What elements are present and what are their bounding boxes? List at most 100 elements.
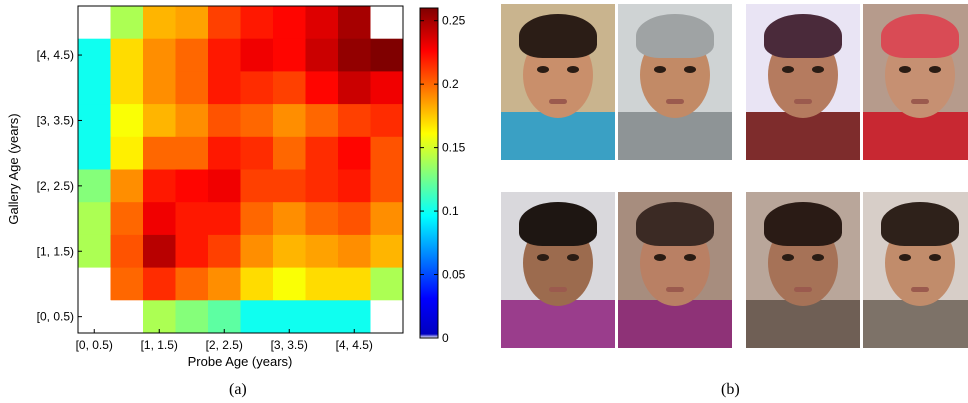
heatmap-cell (240, 71, 274, 105)
mouth (549, 99, 567, 104)
heatmap-cell (370, 6, 404, 40)
heatmap-cell (370, 300, 404, 334)
child-photo-8 (863, 192, 968, 348)
left-eye (782, 254, 794, 261)
heatmap-cell (305, 300, 339, 334)
heatmap-cell (338, 136, 371, 170)
colorbar-tick-label: 0 (442, 331, 449, 345)
heatmap-cell (305, 104, 339, 138)
right-eye (684, 66, 696, 73)
heatmap-cells (78, 6, 404, 334)
heatmap-cell (143, 104, 176, 138)
heatmap-cell (305, 169, 339, 203)
heatmap-cell (78, 71, 111, 105)
heatmap-cell (78, 169, 111, 203)
heatmap-cell (208, 38, 241, 72)
heatmap-cell (273, 202, 306, 236)
heatmap-cell (208, 136, 241, 170)
mouth (794, 287, 812, 292)
caption-b: (b) (721, 381, 740, 398)
heatmap-cell (338, 234, 371, 269)
right-eye (812, 66, 824, 73)
shirt (746, 112, 860, 160)
heatmap-cell (338, 267, 371, 301)
heatmap-cell (273, 169, 306, 203)
hair (636, 14, 714, 58)
heatmap-cell (273, 234, 306, 269)
x-tick-label: [4, 4.5) (336, 338, 373, 352)
heatmap-cell (338, 300, 371, 334)
mouth (666, 99, 684, 104)
heatmap-cell (175, 267, 209, 301)
caption-a: (a) (229, 381, 247, 398)
heatmap-cell (240, 104, 274, 138)
heatmap-cell (78, 6, 111, 40)
heatmap-cell (143, 38, 176, 72)
x-tick-label: [3, 3.5) (271, 338, 308, 352)
y-tick-label: [1, 1.5) (37, 244, 74, 258)
y-axis-ticks: [0, 0.5) [1, 1.5) [2, 2.5) [3, 3.5) [4, 4.5) (37, 48, 82, 324)
colorbar-tick-label: 0.05 (442, 268, 466, 282)
y-tick-label: [3, 3.5) (37, 113, 74, 127)
heatmap-cell (370, 169, 404, 203)
right-eye (812, 254, 824, 261)
child-photo-4 (863, 4, 968, 160)
heatmap-cell (208, 71, 241, 105)
mouth (911, 99, 929, 104)
heatmap-cell (208, 104, 241, 138)
left-eye (899, 254, 911, 261)
heatmap-cell (240, 6, 274, 40)
heatmap-cell (110, 38, 144, 72)
hair (519, 14, 597, 58)
heatmap-cell (110, 104, 144, 138)
x-tick-label: [0, 0.5) (76, 338, 113, 352)
shirt (618, 300, 732, 348)
photo-group-top-right (746, 4, 968, 160)
heatmap-cell (110, 202, 144, 236)
hair (764, 202, 842, 246)
heatmap-cell (338, 6, 371, 40)
heatmap-cell (110, 267, 144, 301)
colorbar-ticks: 0 0.05 0.1 0.15 0.2 0.25 (420, 14, 466, 345)
left-eye (782, 66, 794, 73)
right-eye (929, 254, 941, 261)
heatmap-cell (208, 6, 241, 40)
heatmap-cell (175, 38, 209, 72)
heatmap-cell (175, 6, 209, 40)
heatmap-cell (110, 169, 144, 203)
mouth (794, 99, 812, 104)
shirt (618, 112, 732, 160)
left-eye (537, 66, 549, 73)
x-axis-ticks: [0, 0.5) [1, 1.5) [2, 2.5) [3, 3.5) [4, 4.5) (76, 329, 373, 352)
heatmap-cell (78, 234, 111, 269)
x-tick-label: [2, 2.5) (206, 338, 243, 352)
photo-group-top-left (501, 4, 732, 160)
heatmap-cell (175, 71, 209, 105)
child-photo-5 (501, 192, 615, 348)
child-photo-2 (618, 4, 732, 160)
heatmap-cell (175, 169, 209, 203)
heatmap-cell (240, 300, 274, 334)
heatmap-cell (78, 136, 111, 170)
colorbar-tick-label: 0.1 (442, 204, 459, 218)
right-eye (684, 254, 696, 261)
heatmap-cell (110, 234, 144, 269)
heatmap-cell (273, 6, 306, 40)
heatmap-cell (273, 38, 306, 72)
heatmap-cell (370, 267, 404, 301)
child-photo-1 (501, 4, 615, 160)
heatmap-cell (78, 38, 111, 72)
heatmap-cell (78, 300, 111, 334)
heatmap-cell (273, 267, 306, 301)
colorbar (419, 7, 439, 339)
plot-frame (77, 5, 404, 334)
colorbar-tick-label: 0.15 (442, 141, 466, 155)
heatmap-cell (305, 6, 339, 40)
heatmap-cell (273, 300, 306, 334)
child-photo-3 (746, 4, 860, 160)
left-eye (537, 254, 549, 261)
mouth (666, 287, 684, 292)
heatmap-cell (370, 104, 404, 138)
heatmap-cell (78, 202, 111, 236)
right-eye (567, 66, 579, 73)
